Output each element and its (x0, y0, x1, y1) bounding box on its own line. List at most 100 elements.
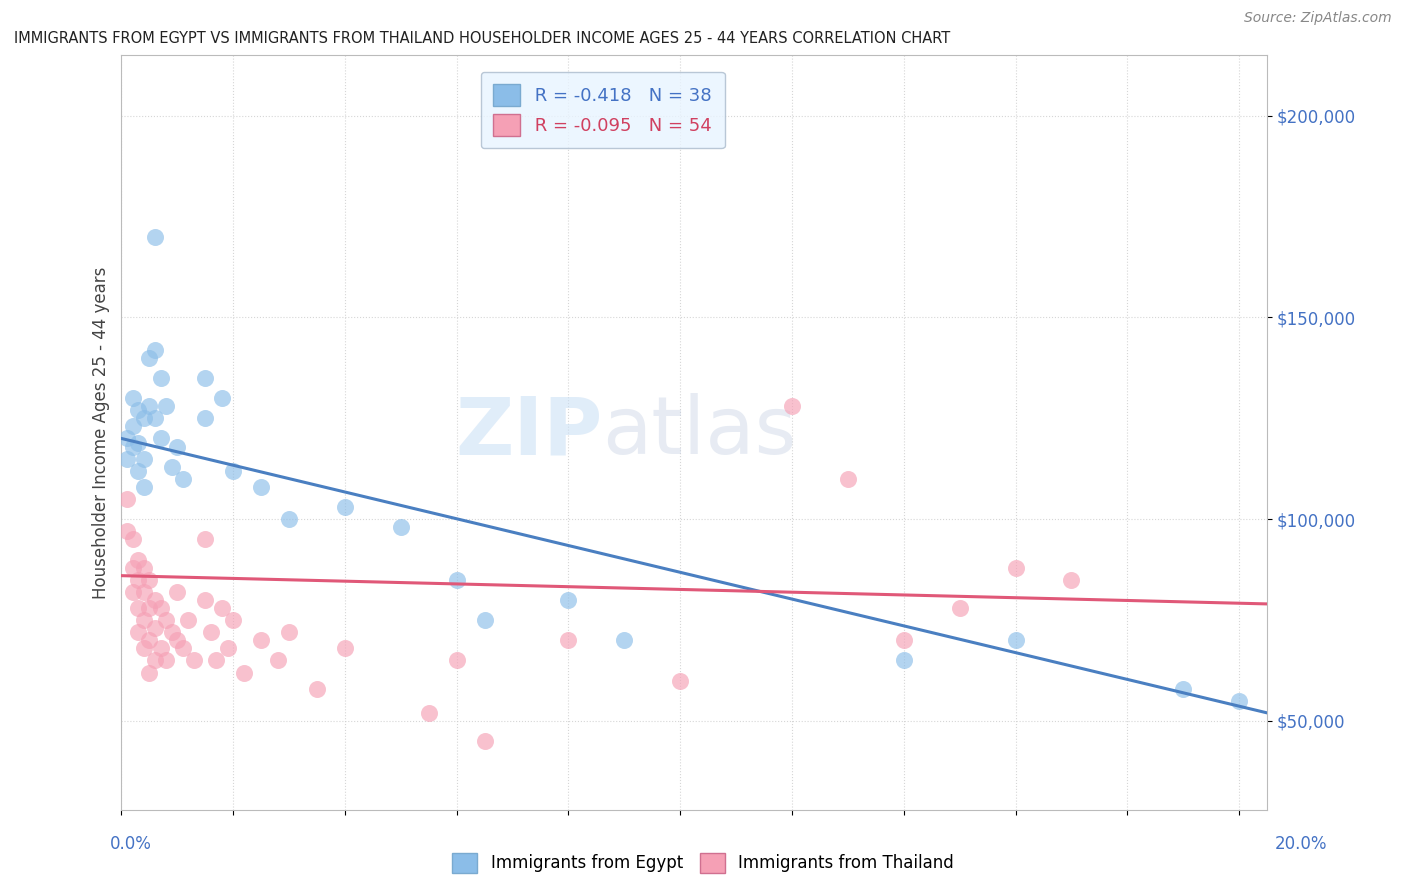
Point (1227, 694, 1250, 708)
Point (278, 625, 301, 640)
Point (446, 653, 468, 667)
Point (166, 633, 188, 648)
Point (121, 533, 143, 547)
Point (613, 633, 636, 648)
Point (149, 432, 172, 446)
Point (127, 435, 149, 450)
Point (194, 593, 217, 607)
Point (205, 653, 228, 667)
Text: Source: ZipAtlas.com: Source: ZipAtlas.com (1244, 12, 1392, 25)
Point (149, 371, 172, 385)
Point (155, 399, 177, 413)
Point (132, 641, 155, 656)
Point (143, 653, 166, 667)
Point (172, 472, 194, 486)
Point (127, 573, 149, 587)
Point (132, 451, 155, 466)
Legend: Immigrants from Egypt, Immigrants from Thailand: Immigrants from Egypt, Immigrants from T… (446, 847, 960, 880)
Point (121, 391, 143, 405)
Point (474, 734, 496, 748)
Text: IMMIGRANTS FROM EGYPT VS IMMIGRANTS FROM THAILAND HOUSEHOLDER INCOME AGES 25 - 4: IMMIGRANTS FROM EGYPT VS IMMIGRANTS FROM… (14, 31, 950, 46)
Point (669, 673, 692, 688)
Point (837, 472, 859, 486)
Point (446, 573, 468, 587)
Point (155, 653, 177, 667)
Point (418, 706, 440, 720)
Point (333, 641, 356, 656)
Point (115, 524, 138, 539)
Point (160, 459, 183, 474)
Point (1004, 633, 1026, 648)
Point (278, 512, 301, 526)
Point (143, 593, 166, 607)
Point (132, 584, 155, 599)
Y-axis label: Householder Income Ages 25 - 44 years: Householder Income Ages 25 - 44 years (93, 266, 110, 599)
Point (949, 601, 972, 615)
Point (780, 399, 803, 413)
Point (127, 625, 149, 640)
Point (138, 601, 160, 615)
Point (155, 613, 177, 627)
Point (115, 432, 138, 446)
Point (217, 641, 239, 656)
Point (172, 641, 194, 656)
Point (132, 560, 155, 574)
Text: 0.0%: 0.0% (110, 835, 152, 853)
Text: ZIP: ZIP (456, 393, 603, 471)
Point (474, 613, 496, 627)
Point (1173, 681, 1195, 696)
Point (166, 440, 188, 454)
Point (127, 601, 149, 615)
Point (893, 633, 915, 648)
Point (132, 613, 155, 627)
Point (200, 625, 222, 640)
Point (250, 480, 273, 494)
Point (1004, 560, 1026, 574)
Point (115, 491, 138, 506)
Point (149, 601, 172, 615)
Point (250, 633, 273, 648)
Point (127, 464, 149, 478)
Point (194, 411, 217, 425)
Point (160, 625, 183, 640)
Point (138, 573, 160, 587)
Point (138, 351, 160, 365)
Point (267, 653, 290, 667)
Text: atlas: atlas (603, 393, 797, 471)
Point (132, 411, 155, 425)
Point (1060, 573, 1083, 587)
Point (127, 552, 149, 566)
Point (115, 451, 138, 466)
Point (222, 613, 245, 627)
Point (121, 584, 143, 599)
Point (138, 399, 160, 413)
Point (121, 419, 143, 434)
Point (138, 633, 160, 648)
Point (138, 665, 160, 680)
Point (127, 403, 149, 417)
Point (143, 229, 166, 244)
Point (121, 440, 143, 454)
Point (211, 601, 233, 615)
Point (211, 391, 233, 405)
Point (333, 500, 356, 514)
Point (389, 520, 412, 534)
Point (194, 533, 217, 547)
Legend:  R = -0.418   N = 38,  R = -0.095   N = 54: R = -0.418 N = 38, R = -0.095 N = 54 (481, 71, 724, 148)
Point (177, 613, 200, 627)
Point (149, 641, 172, 656)
Point (166, 584, 188, 599)
Point (194, 371, 217, 385)
Text: 20.0%: 20.0% (1275, 835, 1327, 853)
Point (143, 343, 166, 357)
Point (557, 593, 579, 607)
Point (183, 653, 205, 667)
Point (121, 560, 143, 574)
Point (557, 633, 579, 648)
Point (893, 653, 915, 667)
Point (233, 665, 256, 680)
Point (222, 464, 245, 478)
Point (143, 411, 166, 425)
Point (143, 621, 166, 635)
Point (305, 681, 328, 696)
